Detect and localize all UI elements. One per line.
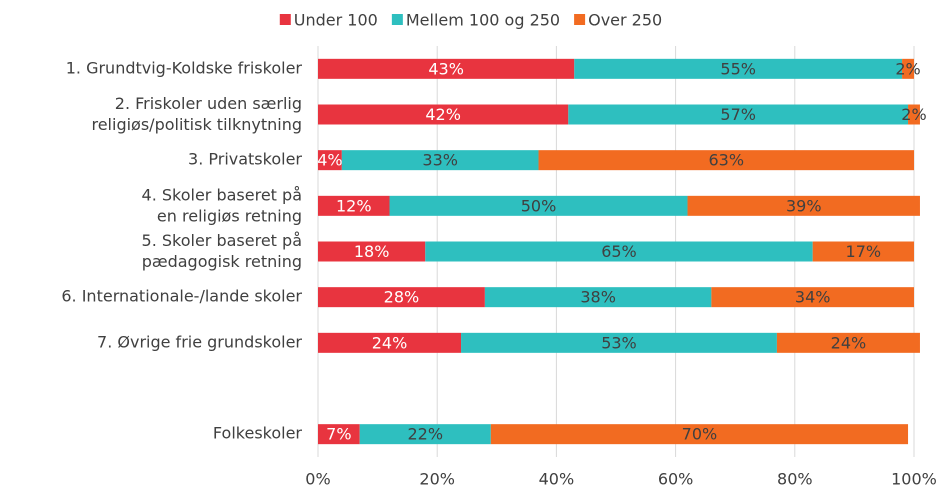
bar-segment [425,241,813,262]
y-tick-label: 6. Internationale-/lande skoler [61,287,302,306]
data-label: 39% [786,196,822,215]
data-label: 38% [580,288,616,307]
x-tick-label: 80% [777,470,813,489]
x-tick-label: 20% [419,470,455,489]
bar-segment [318,195,390,216]
data-label: 22% [407,425,443,444]
bar-segment [318,104,569,125]
bar-segment [776,332,920,353]
data-label: 4% [317,151,342,170]
x-tick-label: 40% [539,470,575,489]
data-label: 7% [326,425,351,444]
data-label: 43% [428,59,464,78]
data-label: 33% [422,151,458,170]
data-label: 24% [372,333,408,352]
data-label: 18% [354,242,390,261]
bar-segment [687,195,920,216]
bar-segment [318,241,426,262]
bar-segment [318,332,462,353]
data-label: 42% [425,105,461,124]
data-label: 63% [708,151,744,170]
x-tick-label: 100% [891,470,937,489]
legend-swatch [391,14,403,25]
data-label: 34% [795,288,831,307]
data-label: 12% [336,196,372,215]
data-label: 17% [846,242,882,261]
legend-label: Under 100 [294,11,378,30]
bar-segment [568,104,909,125]
data-label: 55% [720,59,756,78]
data-label: 65% [601,242,637,261]
bar-segment [341,150,539,171]
data-label: 28% [384,288,420,307]
bar-segment [484,287,712,308]
x-tick-label: 60% [658,470,694,489]
data-label: 50% [521,196,557,215]
data-label: 24% [831,333,867,352]
legend-swatch [574,14,586,25]
x-tick-label: 0% [305,470,330,489]
data-label: 70% [682,425,718,444]
bar-segment [318,150,342,171]
data-label: 2% [895,59,920,78]
data-label: 53% [601,333,637,352]
data-label: 2% [901,105,926,124]
y-tick-label: Folkeskoler [213,424,303,443]
bar-segment [908,104,920,125]
y-tick-label: 7. Øvrige frie grundskoler [97,332,302,351]
legend-swatch [279,14,291,25]
legend: Under 100 Mellem 100 og 250 Over 250 [279,11,662,30]
bar-segment [538,150,914,171]
bar-segment [812,241,914,262]
y-tick-label: 1. Grundtvig-Koldske friskoler [66,58,303,77]
bar-segment [902,58,914,79]
bar-segment [318,424,360,445]
data-label: 57% [720,105,756,124]
y-tick-label: 4. Skoler baseret på en religiøs retning [142,185,302,225]
bar-segment [490,424,909,445]
bar-segment [574,58,903,79]
legend-label: Over 250 [588,11,662,30]
bar-segment [318,287,485,308]
bar-segment [711,287,914,308]
bar-segment [389,195,688,216]
y-tick-label: 2. Friskoler uden særlig religiøs/politis… [91,94,302,134]
bar-segment [461,332,777,353]
bar-segment [359,424,491,445]
y-tick-label: 5. Skoler baseret på pædagogisk retning [142,231,302,271]
legend-label: Mellem 100 og 250 [406,11,560,30]
y-tick-label: 3. Privatskoler [188,150,302,169]
bar-segment [318,58,575,79]
